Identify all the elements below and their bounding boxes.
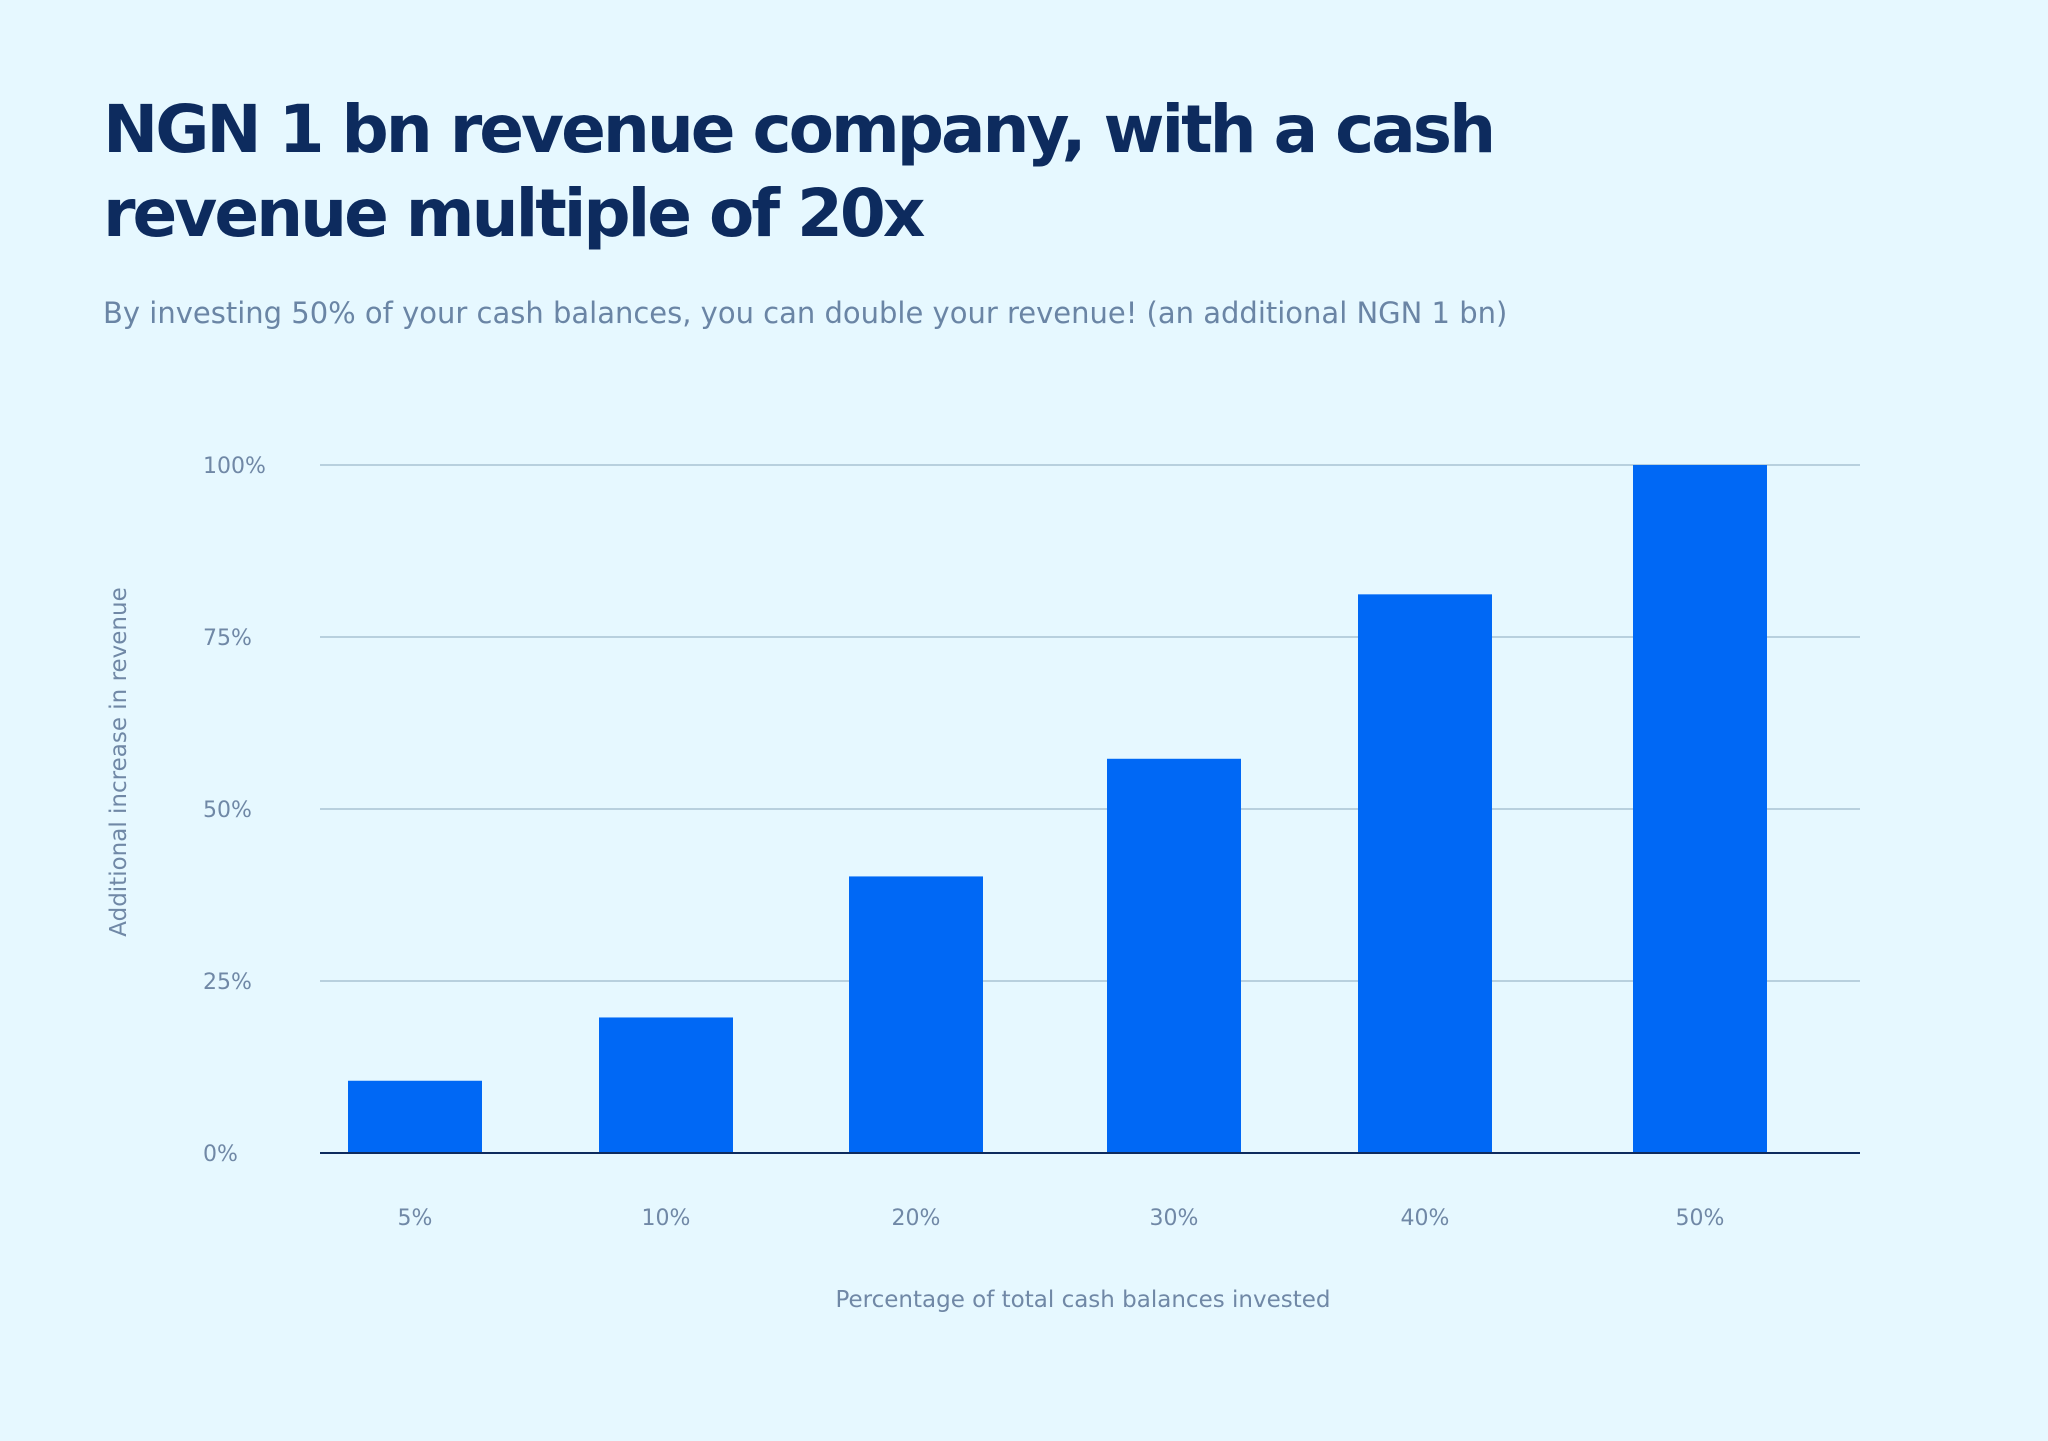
y-tick-label: 100%: [203, 454, 266, 479]
bar: [599, 1017, 733, 1153]
x-axis-tick-labels: 5% 10% 20% 30% 40% 50%: [398, 1206, 1725, 1231]
y-tick-label: 25%: [203, 970, 252, 995]
x-tick-label: 10%: [642, 1206, 691, 1231]
x-axis-title: Percentage of total cash balances invest…: [835, 1287, 1330, 1313]
x-tick-label: 5%: [398, 1206, 433, 1231]
x-tick-label: 40%: [1401, 1206, 1450, 1231]
x-tick-label: 50%: [1676, 1206, 1725, 1231]
chart-subtitle: By investing 50% of your cash balances, …: [103, 296, 1508, 330]
bar: [849, 876, 983, 1153]
bar: [1107, 758, 1241, 1153]
y-tick-label: 50%: [203, 798, 252, 823]
y-tick-label: 0%: [203, 1142, 238, 1167]
gridlines: [320, 464, 1860, 982]
bar: [348, 1080, 482, 1153]
bars: [348, 465, 1767, 1153]
x-tick-label: 30%: [1150, 1206, 1199, 1231]
y-axis-tick-labels: 0% 25% 50% 75% 100%: [203, 454, 266, 1167]
y-axis-title: Additional increase in revenue: [106, 587, 132, 936]
y-tick-label: 75%: [203, 626, 252, 651]
bar: [1633, 465, 1767, 1153]
chart-title: NGN 1 bn revenue company, with a cash re…: [103, 91, 1496, 252]
x-tick-label: 20%: [892, 1206, 941, 1231]
bar: [1358, 594, 1492, 1153]
